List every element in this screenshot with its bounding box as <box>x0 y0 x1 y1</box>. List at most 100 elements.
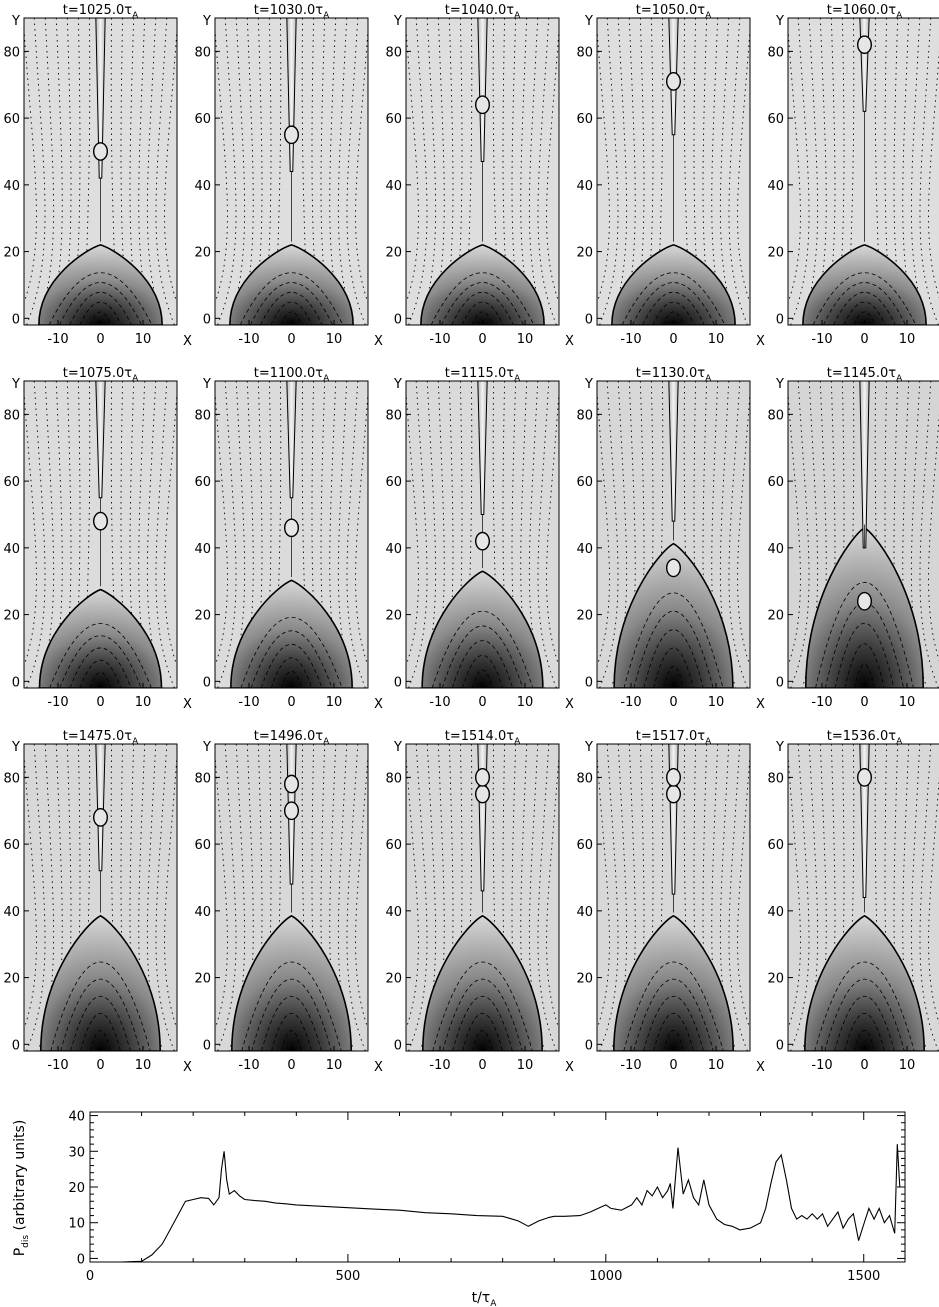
y-tick-label: 80 <box>194 45 211 60</box>
x-tick-label: -10 <box>238 332 259 347</box>
y-tick-label: 0 <box>776 675 784 690</box>
snapshot-panel: 0 20 40 60 80 -10 0 10 X Yt=1517.0τA <box>576 729 765 1075</box>
plasmoid <box>666 558 682 578</box>
panel-title: t=1075.0τA <box>63 366 139 384</box>
y-tick-label: 40 <box>385 179 402 194</box>
x-tick-label: 0 <box>860 1058 868 1073</box>
x-axis-name: X <box>756 697 765 712</box>
y-tick-label: 20 <box>767 609 784 624</box>
current-sheet <box>859 381 870 549</box>
flux-arcade <box>611 244 736 325</box>
y-tick-label: 20 <box>576 972 593 987</box>
y-tick-label: 0 <box>203 1038 211 1053</box>
snapshot-panel: 0 20 40 60 80 -10 0 10 X Yt=1050.0τA <box>576 3 765 349</box>
y-tick-label: 60 <box>3 838 20 853</box>
x-tick-label: 10 <box>135 1058 152 1073</box>
x-axis-name: X <box>183 1060 192 1075</box>
x-axis-name: X <box>183 334 192 349</box>
current-sheet <box>95 18 106 179</box>
y-tick-label: 20 <box>385 972 402 987</box>
x-tick-label: 10 <box>326 1058 343 1073</box>
plasmoid <box>475 531 491 551</box>
y-tick-label: 20 <box>767 246 784 261</box>
y-axis-name: Y <box>775 740 784 755</box>
x-tick-label: -10 <box>429 332 450 347</box>
y-tick-label: 0 <box>394 675 402 690</box>
y-tick-label: 40 <box>767 905 784 920</box>
inner-field-line <box>824 978 905 1051</box>
x-tick-label: 10 <box>708 332 725 347</box>
y-tick-label: 20 <box>385 246 402 261</box>
panel-title: t=1514.0τA <box>445 729 521 747</box>
x-tick-label: 0 <box>96 1058 104 1073</box>
x-tick-label: 0 <box>287 332 295 347</box>
current-sheet <box>668 381 679 522</box>
plasmoid <box>857 767 873 787</box>
y-tick-label: 0 <box>585 312 593 327</box>
x-tick-label: 10 <box>899 695 916 710</box>
inner-field-line <box>270 301 313 325</box>
inner-field-line <box>652 301 695 325</box>
x-tick-label: -10 <box>620 1058 641 1073</box>
inner-field-line <box>60 978 141 1051</box>
x-tick-label: 10 <box>326 695 343 710</box>
inner-field-line <box>623 592 724 688</box>
y-axis-name: Y <box>11 740 20 755</box>
inner-field-line <box>653 647 694 688</box>
inner-field-line <box>452 995 513 1051</box>
x-tick-label: -10 <box>47 332 68 347</box>
y-tick-label: 20 <box>3 246 20 261</box>
y-tick-label: 40 <box>767 542 784 557</box>
inner-field-line <box>50 961 151 1051</box>
inner-field-line <box>281 1030 302 1051</box>
y-tick-label: 40 <box>576 905 593 920</box>
panel-title: t=1536.0τA <box>827 729 903 747</box>
x-axis-name: X <box>374 334 383 349</box>
inner-field-line <box>441 625 524 688</box>
y-tick-label: 60 <box>194 112 211 127</box>
chart-x-tick-label: 500 <box>335 1269 360 1284</box>
plasmoid <box>92 511 108 531</box>
y-tick-label: 20 <box>767 972 784 987</box>
y-tick-label: 0 <box>776 1038 784 1053</box>
y-tick-label: 80 <box>194 771 211 786</box>
plasmoid <box>475 784 491 804</box>
x-tick-label: -10 <box>811 695 832 710</box>
inner-field-line <box>430 272 535 325</box>
y-axis-name: Y <box>11 377 20 392</box>
y-tick-label: 0 <box>394 312 402 327</box>
inner-field-line <box>633 978 714 1051</box>
x-tick-label: 0 <box>669 695 677 710</box>
y-tick-label: 40 <box>194 542 211 557</box>
y-axis-name: Y <box>393 14 402 29</box>
y-tick-label: 0 <box>585 675 593 690</box>
x-tick-label: 0 <box>478 1058 486 1073</box>
y-tick-label: 40 <box>3 905 20 920</box>
plasmoid <box>284 125 300 145</box>
x-axis-name: X <box>565 697 574 712</box>
panel-title: t=1475.0τA <box>63 729 139 747</box>
plasmoid <box>857 35 873 55</box>
y-axis-name: Y <box>393 377 402 392</box>
y-tick-label: 40 <box>767 179 784 194</box>
y-tick-label: 0 <box>12 675 20 690</box>
snapshot-panel: 0 20 40 60 80 -10 0 10 X Yt=1496.0τA <box>194 729 383 1075</box>
x-tick-label: 10 <box>899 1058 916 1073</box>
inner-field-line <box>844 643 885 688</box>
inner-field-line <box>49 623 152 688</box>
panel-title: t=1030.0τA <box>254 3 330 21</box>
y-tick-label: 80 <box>576 45 593 60</box>
y-tick-label: 80 <box>3 45 20 60</box>
plasmoid <box>666 784 682 804</box>
inner-field-line <box>431 610 534 688</box>
inner-field-line <box>834 623 895 688</box>
y-tick-label: 60 <box>3 112 20 127</box>
inner-field-line <box>442 978 523 1051</box>
plasmoid <box>92 808 108 827</box>
inner-field-line <box>240 616 343 688</box>
plasmoid <box>284 518 300 538</box>
x-tick-label: -10 <box>47 695 68 710</box>
